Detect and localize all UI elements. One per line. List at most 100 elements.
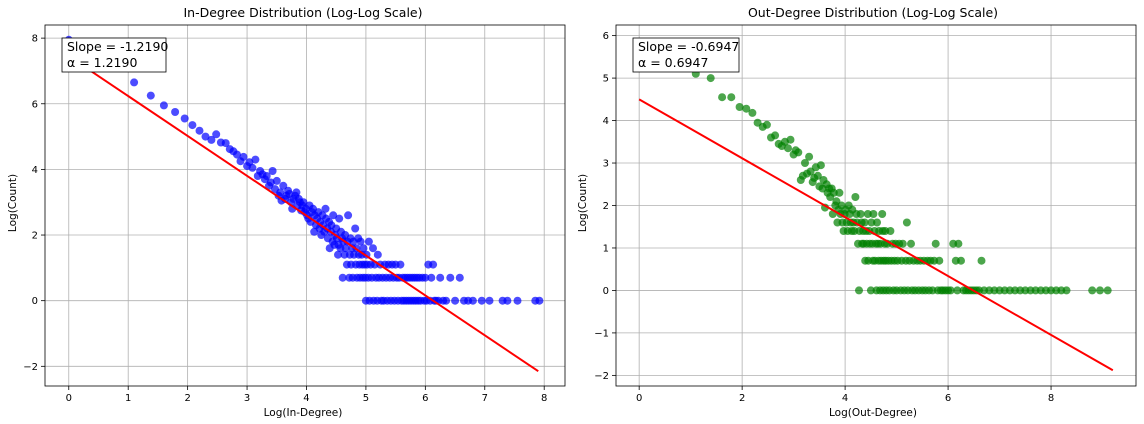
scatter-point — [953, 286, 962, 295]
scatter-point — [239, 152, 248, 161]
y-tick-label: 3 — [603, 159, 609, 170]
scatter-point — [266, 178, 275, 187]
scatter-point — [898, 239, 907, 248]
scatter-point — [338, 273, 347, 282]
y-tick-label: 0 — [603, 286, 609, 297]
x-tick-label: 8 — [541, 393, 547, 404]
slope-annotation: Slope = -1.2190 — [67, 39, 168, 54]
scatter-point — [364, 237, 373, 246]
scatter-point — [468, 296, 477, 305]
scatter-point — [735, 103, 744, 111]
scatter-point — [369, 244, 377, 253]
scatter-point — [455, 273, 464, 282]
x-tick-label: 2 — [184, 393, 190, 404]
scatter-point — [329, 211, 338, 220]
scatter-point — [863, 210, 872, 218]
annotation-frame — [61, 37, 167, 73]
scatter-point — [188, 121, 197, 130]
scatter-point — [146, 91, 155, 100]
y-tick-label: −1 — [594, 328, 609, 339]
chart-title: Out-Degree Distribution (Log-Log Scale) — [748, 5, 998, 20]
scatter-point — [321, 204, 330, 213]
gridlines — [616, 25, 1136, 386]
scatter-point — [248, 163, 257, 172]
fit-line — [638, 98, 1114, 372]
scatter-point — [829, 188, 838, 197]
scatter-points — [64, 35, 544, 305]
scatter-point — [207, 135, 216, 144]
scatter-point — [396, 260, 405, 269]
scatter-point — [251, 155, 260, 164]
slope-annotation: Slope = -0.6947 — [638, 39, 739, 54]
scatter-point — [1103, 286, 1112, 295]
scatter-point — [171, 108, 180, 116]
y-tick-label: 2 — [32, 231, 38, 242]
scatter-point — [427, 273, 436, 282]
in-degree-chart: In-Degree Distribution (Log-Log Scale) 0… — [7, 5, 566, 419]
scatter-point — [195, 126, 204, 135]
scatter-point — [442, 296, 451, 305]
scatter-point — [276, 188, 285, 197]
y-tick-label: 6 — [603, 31, 609, 42]
scatter-point — [356, 237, 365, 246]
x-tick-label: 6 — [945, 393, 951, 404]
x-tick-label: 8 — [1048, 393, 1054, 404]
scatter-point — [954, 239, 963, 248]
scatter-point — [801, 159, 809, 167]
scatter-point — [869, 210, 878, 218]
x-tick-label: 5 — [363, 393, 369, 404]
y-axis-label: Log(Count) — [7, 174, 19, 232]
scatter-point — [706, 74, 715, 83]
scatter-point — [977, 256, 986, 265]
y-tick-label: 0 — [32, 296, 38, 307]
scatter-point — [855, 286, 863, 295]
scatter-point — [816, 161, 825, 170]
scatter-point — [902, 218, 911, 227]
x-axis-label: Log(In-Degree) — [264, 407, 343, 419]
scatter-point — [436, 273, 445, 282]
x-axis-label: Log(Out-Degree) — [829, 407, 917, 419]
scatter-point — [866, 286, 875, 295]
scatter-point — [805, 152, 814, 161]
scatter-point — [813, 171, 822, 180]
scatter-point — [727, 93, 736, 102]
scatter-point — [1088, 286, 1097, 295]
scatter-point — [535, 296, 544, 305]
scatter-point — [233, 150, 241, 159]
scatter-point — [742, 104, 751, 113]
scatter-point — [262, 172, 271, 180]
x-tick-label: 6 — [422, 393, 428, 404]
scatter-point — [279, 181, 288, 190]
scatter-point — [130, 78, 139, 87]
scatter-point — [485, 296, 494, 305]
scatter-point — [784, 144, 792, 153]
y-tick-label: 5 — [603, 74, 609, 85]
scatter-point — [878, 210, 887, 218]
scatter-point — [221, 139, 230, 148]
scatter-point — [159, 101, 168, 110]
scatter-point — [886, 227, 895, 235]
scatter-point — [292, 188, 301, 197]
scatter-point — [212, 130, 221, 139]
scatter-point — [935, 256, 944, 265]
scatter-point — [860, 218, 869, 227]
scatter-point — [477, 296, 486, 305]
x-tick-label: 1 — [125, 393, 131, 404]
scatter-point — [718, 93, 727, 102]
x-tick-label: 3 — [244, 393, 250, 404]
scatter-point — [513, 296, 522, 305]
axis-ticks: 0 2 4 6 8 −2 −1 0 1 2 3 4 5 6 — [594, 31, 1054, 404]
annotation-frame — [632, 37, 740, 73]
scatter-point — [373, 250, 382, 259]
scatter-point — [1096, 286, 1104, 295]
fit-line — [68, 55, 539, 373]
scatter-point — [856, 210, 865, 218]
scatter-point — [873, 218, 881, 227]
y-tick-label: 2 — [603, 201, 609, 212]
x-tick-label: 4 — [303, 393, 309, 404]
scatter-point — [344, 211, 353, 220]
scatter-point — [334, 250, 342, 259]
y-tick-label: 6 — [32, 99, 38, 110]
x-tick-label: 0 — [66, 393, 72, 404]
